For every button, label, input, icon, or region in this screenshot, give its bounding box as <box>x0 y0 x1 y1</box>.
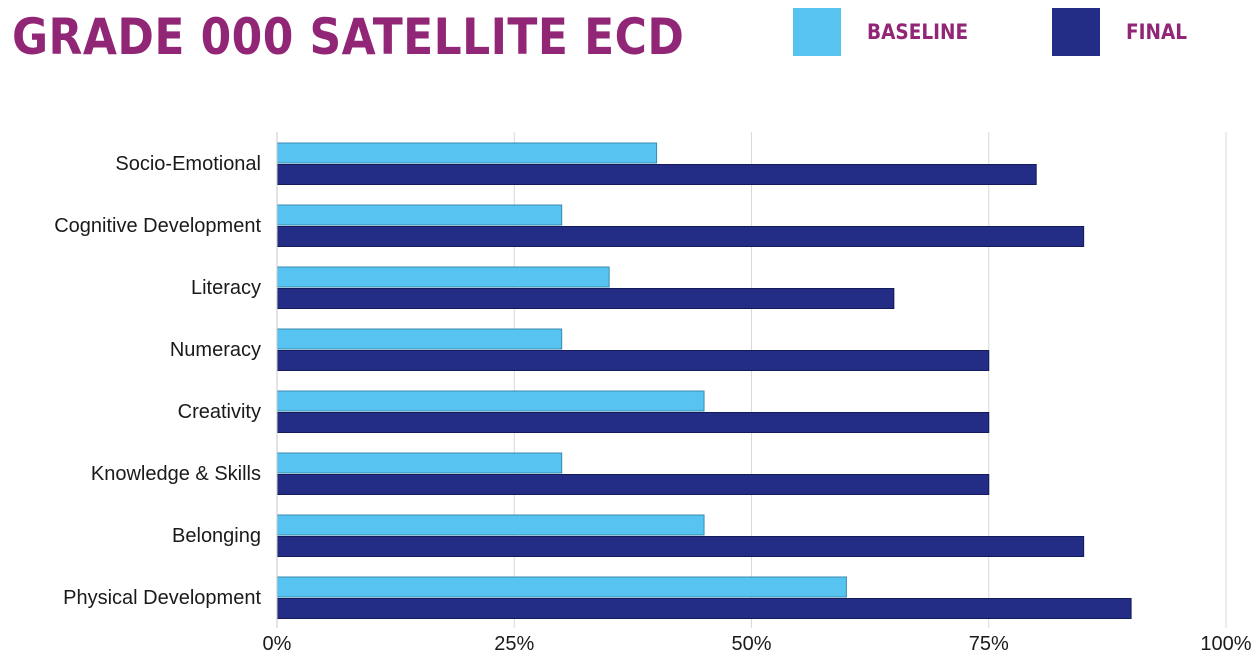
x-tick-label: 25% <box>494 633 534 652</box>
category-label: Socio-Emotional <box>115 153 261 175</box>
bar-final <box>276 164 1037 185</box>
bar-baseline <box>276 142 658 164</box>
legend-item-final: FINAL <box>1052 8 1195 56</box>
legend-swatch-final <box>1052 8 1100 56</box>
bar-baseline <box>276 328 563 350</box>
bar-final <box>276 598 1132 619</box>
category-label: Creativity <box>178 401 261 423</box>
bar-final <box>276 474 990 495</box>
x-tick-label: 50% <box>731 633 771 652</box>
chart-title: GRADE 000 SATELLITE ECD <box>12 8 685 66</box>
legend-item-baseline: BASELINE <box>793 8 982 56</box>
bar-baseline <box>276 390 705 412</box>
bar-final <box>276 288 895 309</box>
x-tick-label: 75% <box>969 633 1009 652</box>
category-label: Physical Development <box>63 587 261 609</box>
category-label: Literacy <box>191 277 261 299</box>
legend-swatch-baseline <box>793 8 841 56</box>
bar-baseline <box>276 452 563 474</box>
x-tick-label: 100% <box>1200 633 1251 652</box>
bar-baseline <box>276 514 705 536</box>
bar-final <box>276 412 990 433</box>
bar-final <box>276 350 990 371</box>
category-label: Belonging <box>172 525 261 547</box>
bar-baseline <box>276 576 847 598</box>
bar-baseline <box>276 266 610 288</box>
x-tick-label: 0% <box>263 633 292 652</box>
category-label: Cognitive Development <box>54 215 261 237</box>
category-label: Numeracy <box>170 339 261 361</box>
bar-final <box>276 536 1085 557</box>
bar-final <box>276 226 1085 247</box>
bar-baseline <box>276 204 563 226</box>
category-label: Knowledge & Skills <box>91 463 261 485</box>
legend-label-baseline: BASELINE <box>867 20 969 44</box>
legend-label-final: FINAL <box>1126 20 1188 44</box>
